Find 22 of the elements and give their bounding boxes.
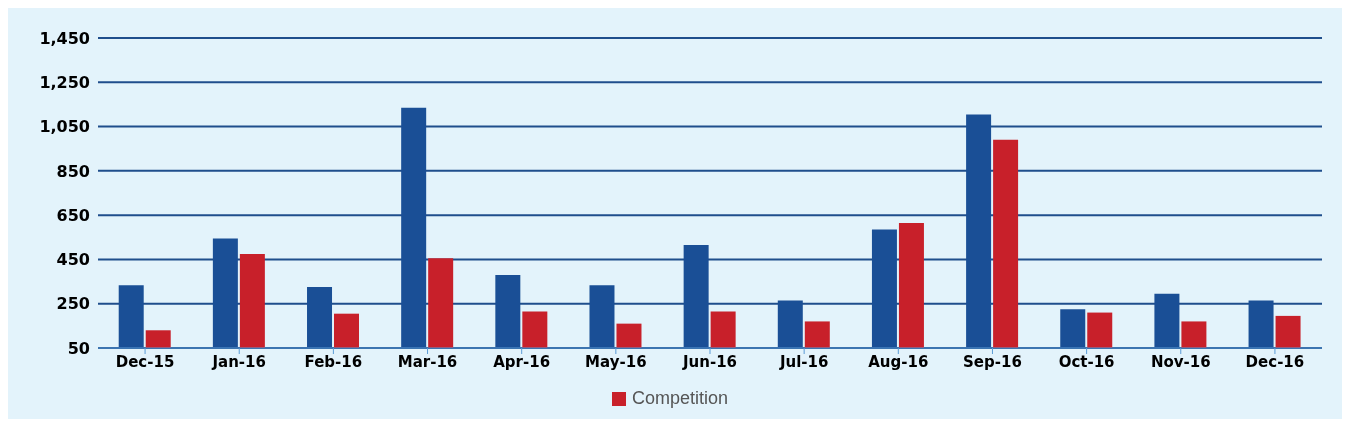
y-tick-label: 650: [56, 205, 90, 225]
x-tick-label: Aug-16: [868, 352, 929, 371]
y-tick-label: 450: [56, 250, 90, 270]
y-tick-label: 250: [56, 294, 90, 314]
y-tick-label: 850: [56, 161, 90, 181]
x-tick-label: Feb-16: [304, 352, 363, 371]
x-tick-label: Sep-16: [963, 352, 1022, 371]
y-tick-label: 1,250: [39, 72, 90, 92]
x-tick-label: Mar-16: [397, 352, 458, 371]
x-tick-label: Oct-16: [1058, 352, 1115, 371]
legend-label: Competition: [631, 388, 729, 409]
x-tick-label: Apr-16: [493, 352, 551, 371]
x-tick-label: Jan-16: [211, 352, 266, 371]
y-tick-label: 50: [67, 338, 90, 358]
x-tick-label: Dec-15: [115, 352, 175, 371]
x-tick-label: Nov-16: [1150, 352, 1211, 371]
x-tick-label: Dec-16: [1245, 352, 1305, 371]
x-tick-label: Jun-16: [681, 352, 738, 371]
y-tick-label: 1,450: [39, 28, 90, 48]
x-tick-label: Jul-16: [778, 352, 829, 371]
y-tick-label: 1,050: [39, 117, 90, 137]
x-tick-label: May-16: [585, 352, 647, 371]
